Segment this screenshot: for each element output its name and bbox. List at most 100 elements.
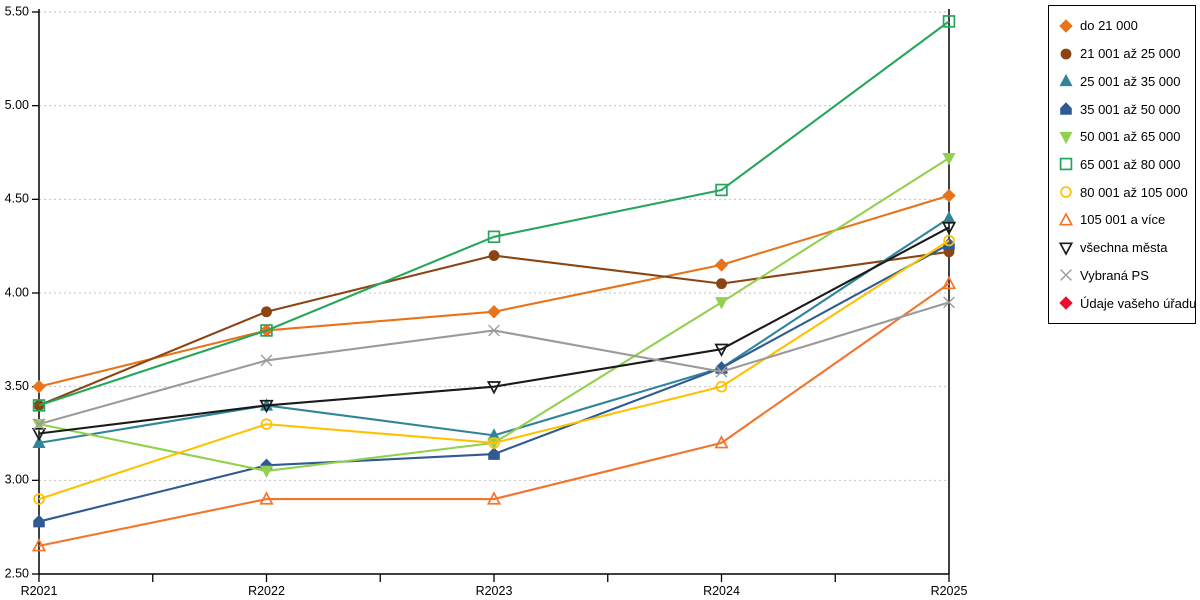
x-marker [488,324,500,337]
circle-marker [715,380,728,393]
square-legend-icon [1059,158,1073,171]
x-tick-label: R2025 [931,584,968,598]
line-chart: 2.50 3.00 3.50 4.00 4.50 5.00 5.50 R2021 R2022 R2… [5,4,968,598]
legend-item-7: 105 001 a více [1058,212,1191,228]
circle-legend-icon [1060,48,1072,59]
triangle-up-marker [942,211,956,224]
legend-item-4: 50 001 až 65 000 [1058,129,1191,145]
diamond-legend-icon [1059,296,1073,310]
triangle-up-legend-icon [1058,212,1074,226]
legend-label: 21 001 až 25 000 [1080,46,1181,62]
pentagon-marker [488,447,500,460]
legend-item-8: všechna města [1058,240,1191,256]
series-line-5 [38,20,950,407]
series-line-6 [38,239,950,501]
series-line-9 [38,301,950,426]
series-line-8 [38,226,950,435]
triangle-up-marker [486,491,502,505]
circle-marker [261,306,272,318]
triangle-up-marker [941,275,957,290]
pentagon-marker [33,514,45,528]
legend-item-10: Údaje vašeho úřadu [1058,295,1196,311]
legend-item-2: 25 001 až 35 000 [1058,73,1191,89]
triangle-down-marker [941,221,957,236]
triangle-down-marker [1059,131,1073,144]
series-line-0 [38,194,950,388]
circle-marker [488,250,500,261]
diamond-marker [32,379,46,394]
diamond-marker [714,258,729,272]
triangle-down-marker [1058,242,1074,256]
diamond-marker [1059,296,1073,310]
y-tick-label: 5.00 [5,98,29,112]
legend-label: 65 001 až 80 000 [1080,156,1181,172]
y-tick-label: 4.00 [5,285,29,299]
square-marker [715,183,728,197]
y-tick-label: 3.00 [5,473,29,487]
square-marker [32,399,46,412]
circle-marker [943,234,955,247]
x-marker [715,365,728,378]
circle-marker [260,418,273,430]
legend-label: 50 001 až 65 000 [1080,129,1181,145]
diamond-legend-icon [1059,19,1073,33]
circle-marker [716,278,727,290]
circle-marker [1060,186,1072,198]
x-tick-label: R2022 [248,584,285,598]
circle-marker [488,437,500,449]
triangle-down-marker [259,465,274,479]
triangle-up-marker [31,538,47,552]
circle-legend-icon [1060,186,1072,198]
legend-item-3: 35 001 až 50 000 [1058,101,1191,117]
legend-item-9: Vybraná PS [1058,267,1191,283]
x-marker [33,418,45,431]
legend-label: 105 001 a více [1080,212,1166,228]
x-tick-label: R2021 [21,584,58,598]
y-tick-label: 3.50 [5,379,29,393]
legend-label: 35 001 až 50 000 [1080,101,1181,117]
x-marker [260,354,273,367]
legend-label: všechna města [1080,240,1168,256]
square-marker [1059,158,1073,171]
legend-label: Údaje vašeho úřadu [1080,295,1197,311]
series-line-7 [38,282,950,547]
triangle-up-marker [714,435,729,449]
y-tick-label: 5.50 [5,4,29,18]
y-tick-label: 2.50 [5,566,29,580]
square-marker [487,230,501,244]
pentagon-legend-icon [1060,102,1072,115]
diamond-marker [942,188,956,203]
pentagon-marker [1060,102,1072,115]
legend-item-1: 21 001 až 25 000 [1058,46,1191,62]
legend-item-6: 80 001 až 105 000 [1058,184,1191,200]
triangle-down-marker [714,343,729,358]
square-marker [260,324,273,337]
triangle-up-marker [32,435,46,449]
y-tick-label: 4.50 [5,192,29,206]
triangle-down-legend-icon [1058,242,1074,256]
legend-label: Vybraná PS [1080,267,1149,283]
legend-label: do 21 000 [1080,18,1138,34]
x-marker [943,296,955,309]
diamond-marker [1059,19,1073,33]
legend-item-0: do 21 000 [1058,18,1191,34]
legend: do 21 000 21 001 až 25 000 25 001 až 35 00… [1048,5,1196,324]
x-marker [1060,269,1072,282]
legend-item-5: 65 001 až 80 000 [1058,156,1191,172]
triangle-up-marker [1059,74,1073,87]
triangle-up-marker [259,491,274,505]
triangle-up-marker [1058,212,1074,226]
triangle-down-marker [714,297,729,310]
triangle-down-marker [259,399,274,414]
triangle-down-legend-icon [1059,131,1073,144]
x-tick-label: R2024 [703,584,740,598]
diamond-marker [487,305,501,319]
triangle-down-marker [486,381,502,395]
square-marker [942,15,956,28]
triangle-down-marker [31,427,47,442]
circle-marker [1060,48,1072,59]
legend-label: 25 001 až 35 000 [1080,73,1181,89]
triangle-up-legend-icon [1059,74,1073,87]
legend-label: 80 001 až 105 000 [1080,184,1188,200]
